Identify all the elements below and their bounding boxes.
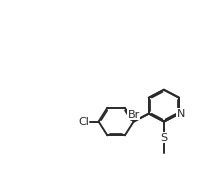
Text: Br: Br <box>127 110 140 120</box>
Text: S: S <box>160 132 168 142</box>
Text: Cl: Cl <box>78 117 89 127</box>
Text: N: N <box>177 109 185 119</box>
